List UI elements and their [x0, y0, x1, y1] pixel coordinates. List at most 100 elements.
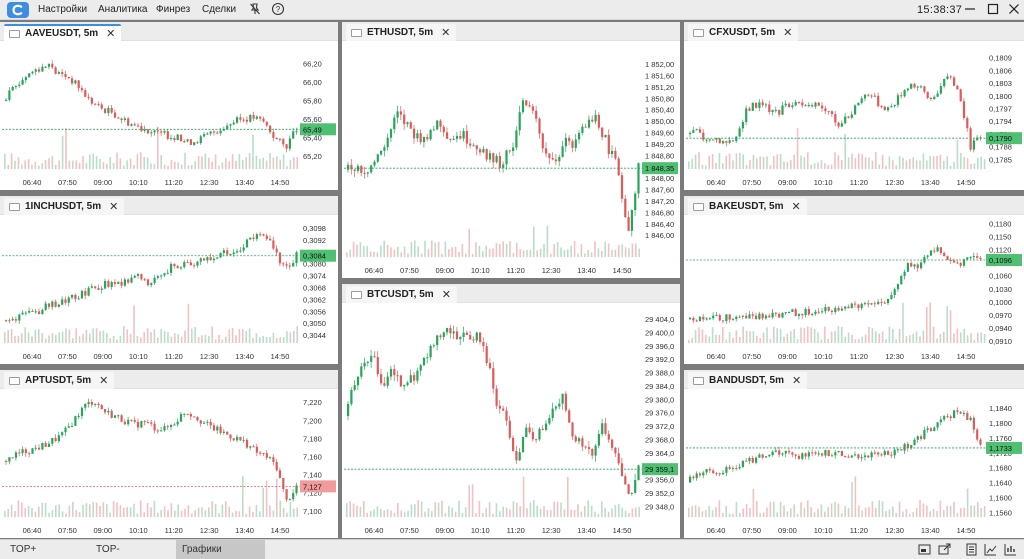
- candlestick-chart[interactable]: 0,11800,11500,11200,10900,10600,10300,10…: [684, 215, 1024, 364]
- candle-body: [561, 393, 564, 404]
- volume-bar: [725, 339, 727, 343]
- x-tick-label: 07:50: [400, 266, 419, 275]
- volume-bar: [82, 156, 84, 169]
- volume-bar: [123, 326, 125, 343]
- volume-bar: [624, 247, 627, 257]
- candlestick-chart[interactable]: 1,18401,18001,17601,17201,16801,16401,16…: [684, 389, 1024, 538]
- close-tab-icon[interactable]: ✕: [792, 375, 802, 387]
- volume-bar: [786, 162, 789, 169]
- candlestick-chart[interactable]: 7,2207,2007,1807,1607,1407,1207,10006:40…: [0, 389, 338, 538]
- candlestick-chart[interactable]: 1 852,001 851,601 851,201 850,801 850,40…: [342, 41, 680, 278]
- menu-deals[interactable]: Сделки: [202, 4, 237, 15]
- x-tick-label: 13:40: [577, 526, 596, 535]
- tab-charts[interactable]: Графики: [176, 540, 265, 559]
- candle-body: [715, 473, 718, 475]
- candle-body: [581, 438, 584, 447]
- menu-finrez[interactable]: Финрез: [156, 4, 191, 15]
- candle-body: [265, 453, 268, 458]
- candle-body: [61, 299, 64, 305]
- volume-bar: [403, 246, 406, 257]
- chart-tab[interactable]: APTUSDT, 5m ✕: [4, 372, 115, 389]
- volume-bar: [228, 329, 230, 343]
- close-tab-icon[interactable]: ✕: [109, 201, 119, 213]
- chart-tab[interactable]: ETHUSDT, 5m ✕: [346, 24, 457, 41]
- volume-bar: [786, 511, 789, 517]
- volume-bar: [725, 155, 727, 169]
- close-icon[interactable]: [1007, 2, 1021, 16]
- volume-bar: [759, 338, 761, 343]
- candle-body: [278, 252, 282, 264]
- volume-bar: [861, 336, 863, 343]
- candle-body: [591, 449, 594, 456]
- chart-tab[interactable]: AAVEUSDT, 5m ✕: [4, 24, 122, 41]
- help-icon[interactable]: ?: [271, 2, 285, 16]
- export-icon[interactable]: [938, 543, 951, 556]
- volume-bar: [289, 332, 292, 343]
- volume-bar: [563, 250, 566, 257]
- candle-body: [413, 375, 416, 381]
- candle-body: [475, 332, 478, 341]
- close-tab-icon[interactable]: ✕: [783, 27, 793, 39]
- volume-bar: [191, 513, 193, 517]
- indicators-icon[interactable]: [1004, 543, 1017, 556]
- candle-body: [929, 428, 933, 431]
- candlestick-chart[interactable]: 0,30980,30920,30860,30800,30740,30680,30…: [0, 215, 338, 364]
- volume-bar: [698, 152, 700, 169]
- close-tab-icon[interactable]: ✕: [99, 375, 109, 387]
- screenshot-icon[interactable]: [918, 543, 931, 556]
- pin-off-icon[interactable]: [248, 2, 262, 16]
- volume-bar: [441, 253, 443, 257]
- candle-body: [14, 452, 18, 458]
- list-icon[interactable]: [965, 543, 978, 556]
- volume-bar: [519, 249, 521, 257]
- candle-body: [67, 297, 70, 303]
- chart-tab[interactable]: BANDUSDT, 5m ✕: [688, 372, 808, 389]
- volume-bar: [157, 512, 159, 517]
- volume-bar: [718, 153, 721, 169]
- volume-bar: [72, 338, 74, 343]
- candle-body: [731, 140, 735, 142]
- chart-tab[interactable]: 1INCHUSDT, 5m ✕: [4, 198, 125, 215]
- tab-top-minus[interactable]: TOP-: [96, 544, 120, 555]
- candle-body: [923, 429, 926, 439]
- volume-bar: [800, 502, 802, 517]
- minimize-icon[interactable]: [963, 2, 977, 16]
- candle-body: [617, 453, 620, 464]
- candle-body: [166, 272, 169, 274]
- close-tab-icon[interactable]: ✕: [791, 201, 801, 213]
- panel-header: BANDUSDT, 5m ✕: [684, 370, 1024, 389]
- y-tick-label: 0,1180: [989, 219, 1011, 228]
- candle-body: [883, 106, 886, 111]
- tab-top-plus[interactable]: TOP+: [10, 544, 37, 555]
- candle-body: [80, 290, 84, 299]
- candle-body: [21, 312, 24, 315]
- candle-body: [87, 402, 90, 405]
- chart-tab[interactable]: BTCUSDT, 5m ✕: [346, 286, 457, 303]
- volume-bar: [902, 157, 904, 169]
- volume-bar: [448, 506, 450, 517]
- candlestick-chart[interactable]: 0,18090,18060,18030,18000,17970,17940,17…: [684, 41, 1024, 190]
- volume-bar: [505, 507, 508, 517]
- volume-bar: [762, 332, 765, 343]
- menu-analytics[interactable]: Аналитика: [98, 4, 148, 15]
- chart-tab[interactable]: BAKEUSDT, 5m ✕: [688, 198, 807, 215]
- candle-body: [219, 130, 222, 134]
- candle-body: [179, 267, 183, 269]
- volume-bar: [851, 334, 853, 343]
- candle-body: [245, 239, 249, 248]
- close-tab-icon[interactable]: ✕: [441, 289, 451, 301]
- chart-panel: CFXUSDT, 5m ✕ 0,1809 0,1806 0,1803 0,1800 0,1…: [684, 22, 1024, 190]
- candle-body: [38, 69, 41, 72]
- maximize-icon[interactable]: [986, 2, 1000, 16]
- chart-tab[interactable]: CFXUSDT, 5m ✕: [688, 24, 799, 41]
- chart-growth-icon[interactable]: [984, 543, 997, 556]
- close-tab-icon[interactable]: ✕: [441, 27, 451, 39]
- menu-settings[interactable]: Настройки: [38, 4, 88, 15]
- x-tick-label: 14:50: [271, 352, 290, 361]
- volume-bar: [68, 329, 71, 343]
- close-tab-icon[interactable]: ✕: [106, 28, 116, 40]
- volume-bar: [895, 165, 897, 169]
- volume-bar: [282, 154, 285, 169]
- candlestick-chart[interactable]: 29 404,029 400,029 396,029 392,029 388,0…: [342, 303, 680, 538]
